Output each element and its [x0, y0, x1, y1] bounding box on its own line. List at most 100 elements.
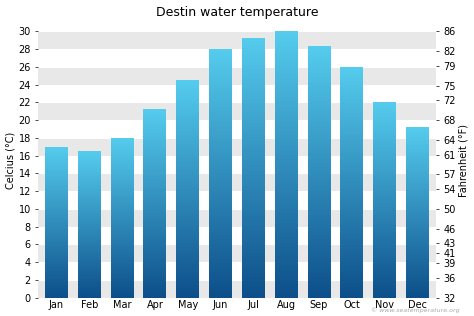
- Bar: [373, 231, 396, 232]
- Bar: [176, 129, 199, 130]
- Bar: [406, 293, 429, 294]
- Bar: [78, 266, 101, 267]
- Bar: [340, 117, 364, 118]
- Bar: [209, 121, 232, 122]
- Bar: [275, 192, 298, 194]
- Bar: [373, 163, 396, 164]
- Bar: [176, 212, 199, 213]
- Bar: [308, 138, 330, 139]
- Bar: [45, 288, 68, 289]
- Bar: [275, 149, 298, 150]
- Bar: [45, 176, 68, 177]
- Bar: [373, 241, 396, 242]
- Bar: [78, 273, 101, 274]
- Bar: [144, 272, 166, 273]
- Bar: [340, 104, 364, 105]
- Bar: [373, 208, 396, 209]
- Bar: [144, 262, 166, 263]
- Bar: [340, 175, 364, 177]
- Bar: [308, 188, 330, 190]
- Bar: [144, 130, 166, 131]
- Bar: [176, 95, 199, 96]
- Bar: [373, 176, 396, 177]
- Bar: [144, 111, 166, 112]
- Bar: [242, 69, 265, 70]
- Bar: [110, 212, 134, 213]
- Bar: [308, 254, 330, 255]
- Bar: [406, 170, 429, 171]
- Bar: [176, 215, 199, 216]
- Bar: [340, 280, 364, 282]
- Bar: [275, 141, 298, 142]
- Bar: [340, 265, 364, 266]
- Bar: [242, 165, 265, 166]
- Bar: [373, 296, 396, 297]
- Bar: [406, 185, 429, 186]
- Bar: [209, 86, 232, 88]
- Bar: [209, 64, 232, 65]
- Bar: [45, 261, 68, 262]
- Bar: [242, 188, 265, 190]
- Bar: [144, 134, 166, 135]
- Bar: [110, 259, 134, 260]
- Bar: [373, 135, 396, 136]
- Bar: [242, 186, 265, 187]
- Bar: [308, 263, 330, 264]
- Bar: [176, 214, 199, 215]
- Bar: [406, 259, 429, 260]
- Bar: [275, 240, 298, 242]
- Bar: [242, 174, 265, 175]
- Bar: [340, 188, 364, 189]
- Bar: [209, 53, 232, 54]
- Bar: [144, 136, 166, 137]
- Bar: [308, 268, 330, 269]
- Bar: [373, 193, 396, 194]
- Bar: [308, 237, 330, 239]
- Bar: [110, 178, 134, 179]
- Bar: [373, 198, 396, 199]
- Bar: [45, 199, 68, 200]
- Bar: [406, 148, 429, 149]
- Bar: [275, 284, 298, 286]
- Bar: [308, 269, 330, 270]
- Bar: [340, 133, 364, 134]
- Bar: [110, 162, 134, 163]
- Bar: [406, 210, 429, 211]
- Bar: [176, 280, 199, 281]
- Y-axis label: Fahrenheit (°F): Fahrenheit (°F): [458, 124, 468, 197]
- Bar: [373, 264, 396, 265]
- Bar: [373, 230, 396, 231]
- Bar: [110, 146, 134, 147]
- Bar: [406, 194, 429, 195]
- Bar: [78, 254, 101, 255]
- Bar: [275, 227, 298, 228]
- Bar: [275, 47, 298, 49]
- Bar: [308, 48, 330, 49]
- Bar: [406, 237, 429, 238]
- Bar: [242, 276, 265, 277]
- Bar: [209, 182, 232, 183]
- Bar: [78, 221, 101, 222]
- Bar: [110, 166, 134, 167]
- Bar: [275, 75, 298, 77]
- Bar: [78, 183, 101, 184]
- Bar: [242, 255, 265, 256]
- Bar: [38, 138, 436, 156]
- Bar: [176, 157, 199, 159]
- Bar: [373, 117, 396, 118]
- Bar: [144, 125, 166, 126]
- Bar: [373, 137, 396, 138]
- Bar: [373, 155, 396, 156]
- Bar: [308, 72, 330, 73]
- Bar: [340, 222, 364, 223]
- Bar: [340, 99, 364, 100]
- Bar: [209, 176, 232, 177]
- Bar: [275, 191, 298, 192]
- Bar: [176, 88, 199, 89]
- Bar: [275, 87, 298, 88]
- Bar: [110, 201, 134, 202]
- Bar: [340, 112, 364, 113]
- Bar: [144, 155, 166, 156]
- Bar: [340, 213, 364, 215]
- Bar: [45, 279, 68, 280]
